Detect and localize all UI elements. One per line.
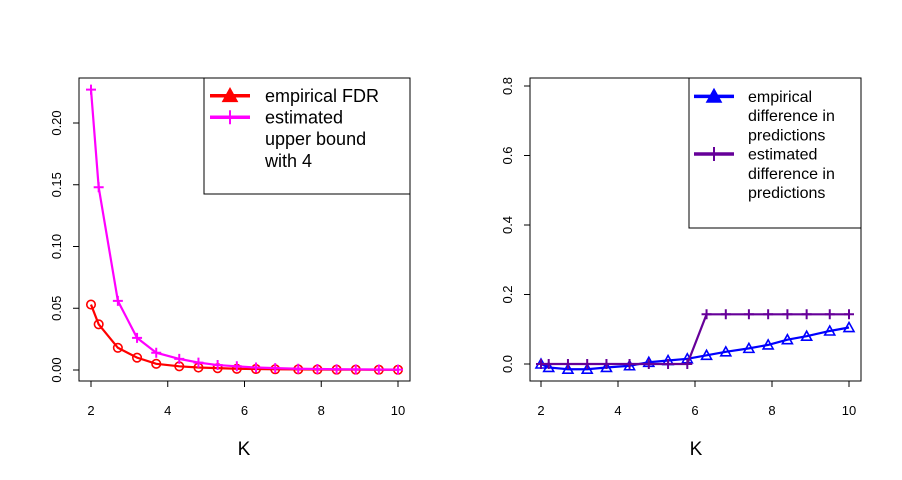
left-chart-panel: 0.00 0.05 0.10 0.15 0.20 2 4 6 8 10 empirical FDR… bbox=[49, 77, 411, 460]
data-point bbox=[151, 347, 162, 358]
y-tick-label: 0.2 bbox=[500, 285, 515, 303]
data-point bbox=[582, 359, 593, 369]
data-point bbox=[132, 352, 143, 363]
y-tick-label: 0.00 bbox=[49, 357, 64, 382]
data-point bbox=[742, 341, 756, 354]
data-point bbox=[763, 309, 774, 320]
right-axes: 0.0 0.2 0.4 0.6 0.8 2 4 6 8 10 bbox=[500, 77, 856, 418]
legend-marker-2 bbox=[707, 147, 721, 161]
data-point bbox=[231, 361, 242, 372]
data-point bbox=[682, 359, 693, 369]
left-series-lines bbox=[85, 84, 404, 375]
data-point bbox=[719, 345, 733, 357]
right-chart-panel: 0.0 0.2 0.4 0.6 0.8 2 4 6 8 10 empirical differenc… bbox=[500, 77, 862, 460]
legend-label: estimated bbox=[265, 108, 343, 128]
data-point bbox=[270, 363, 281, 374]
data-point bbox=[800, 329, 814, 341]
data-point bbox=[823, 324, 837, 336]
data-point bbox=[580, 362, 594, 375]
legend-label: with 4 bbox=[264, 151, 312, 171]
x-tick-label: 4 bbox=[614, 403, 621, 418]
data-point bbox=[543, 359, 554, 369]
data-point bbox=[701, 309, 712, 320]
data-point bbox=[251, 362, 262, 373]
legend-marker-1 bbox=[221, 87, 239, 103]
data-point bbox=[85, 299, 97, 310]
right-series-lines bbox=[534, 309, 856, 375]
y-tick-label: 0.10 bbox=[49, 234, 64, 259]
data-point bbox=[212, 360, 223, 371]
y-tick-label: 0.4 bbox=[500, 216, 515, 234]
data-point bbox=[663, 359, 674, 369]
x-tick-label: 6 bbox=[691, 403, 698, 418]
legend-label: upper bound bbox=[265, 129, 366, 149]
data-point bbox=[350, 364, 361, 375]
left-axes: 0.00 0.05 0.10 0.15 0.20 2 4 6 8 10 bbox=[49, 110, 405, 418]
x-tick-label: 10 bbox=[391, 403, 405, 418]
x-tick-label: 6 bbox=[241, 403, 248, 418]
y-tick-label: 0.15 bbox=[49, 172, 64, 197]
data-point bbox=[781, 333, 794, 345]
data-point bbox=[743, 309, 754, 320]
data-point bbox=[561, 362, 575, 375]
data-point bbox=[193, 357, 204, 368]
data-point bbox=[112, 295, 123, 306]
x-tick-label: 8 bbox=[318, 403, 325, 418]
data-point bbox=[93, 182, 104, 193]
data-point bbox=[93, 319, 104, 330]
data-point bbox=[720, 309, 731, 320]
legend-label: estimated bbox=[748, 147, 817, 164]
legend-marker-1 bbox=[705, 87, 723, 103]
legend-label: difference in bbox=[748, 108, 835, 125]
data-point bbox=[132, 332, 143, 343]
legend-label: difference in bbox=[748, 166, 835, 183]
data-point bbox=[112, 342, 123, 353]
data-point bbox=[824, 309, 835, 320]
data-point bbox=[174, 353, 185, 364]
data-point bbox=[801, 309, 812, 320]
data-point bbox=[624, 359, 635, 369]
x-tick-label: 4 bbox=[164, 403, 171, 418]
series-line-1 bbox=[540, 326, 850, 371]
data-point bbox=[600, 360, 613, 373]
legend-label: empirical FDR bbox=[265, 86, 379, 106]
right-x-axis-label: K bbox=[690, 439, 703, 460]
data-point bbox=[542, 360, 556, 373]
left-x-axis-label: K bbox=[238, 439, 251, 460]
y-tick-label: 0.8 bbox=[500, 77, 515, 95]
data-point bbox=[700, 348, 713, 361]
data-point bbox=[761, 338, 775, 350]
data-point bbox=[373, 364, 384, 375]
data-point bbox=[331, 364, 342, 375]
data-point bbox=[312, 364, 323, 375]
y-tick-label: 0.05 bbox=[49, 296, 64, 321]
y-tick-label: 0.20 bbox=[49, 110, 64, 135]
legend-label: predictions bbox=[748, 127, 825, 144]
data-point bbox=[782, 309, 793, 320]
legend-label: empirical bbox=[748, 89, 812, 106]
data-point bbox=[151, 358, 162, 369]
right-legend: empirical difference in predictions estimat… bbox=[688, 77, 862, 229]
x-tick-label: 2 bbox=[537, 403, 544, 418]
x-tick-label: 8 bbox=[768, 403, 775, 418]
data-point bbox=[842, 320, 856, 333]
legend-marker-2 bbox=[223, 110, 237, 125]
data-point bbox=[623, 359, 636, 371]
data-point bbox=[643, 359, 654, 369]
data-point bbox=[86, 84, 96, 95]
y-tick-label: 0.6 bbox=[500, 146, 515, 164]
y-tick-label: 0.0 bbox=[500, 355, 515, 373]
data-point bbox=[844, 309, 854, 320]
data-point bbox=[393, 364, 403, 375]
legend-label: predictions bbox=[748, 185, 825, 202]
data-point bbox=[601, 359, 612, 369]
data-point bbox=[293, 363, 304, 374]
x-tick-label: 2 bbox=[87, 403, 94, 418]
data-point bbox=[562, 359, 573, 369]
x-tick-label: 10 bbox=[842, 403, 856, 418]
